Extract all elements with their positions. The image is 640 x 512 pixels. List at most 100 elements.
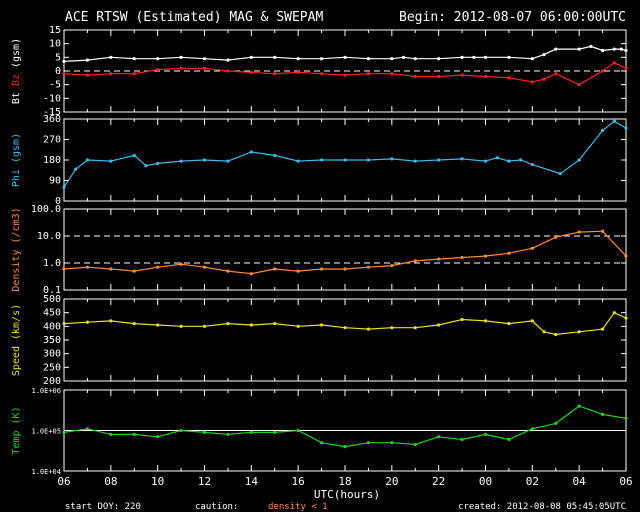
data-point [390,326,394,330]
data-point [624,66,628,70]
data-point [226,322,230,326]
data-point [226,432,230,437]
data-point [542,53,546,57]
data-point [612,311,616,315]
data-point [413,259,417,263]
data-point [85,58,90,62]
data-point [132,153,136,158]
data-point [273,72,277,76]
data-point [226,58,230,62]
data-point [460,55,464,59]
series-trace [63,230,627,275]
data-point [413,326,417,330]
x-axis: 06 08 10 12 14 16 18 20 22 00 02 04 06 [57,475,632,488]
data-point [366,327,371,331]
data-point [530,246,534,250]
data-point [577,83,581,87]
data-point [624,316,628,320]
data-point [202,66,207,70]
data-point [624,126,628,130]
data-point [600,48,605,53]
data-point [612,47,616,51]
data-point [62,267,66,271]
series-trace [63,405,627,448]
data-point [343,267,347,271]
data-point [179,66,183,70]
series-trace [63,311,627,336]
x-tick-label: 16 [292,475,305,488]
data-point [74,167,78,171]
data-point [156,435,160,439]
data-point [554,235,558,239]
x-tick-label: 14 [245,475,259,488]
data-point [62,185,66,189]
y-tick-label: 400 [43,321,61,332]
data-point [273,55,277,59]
data-point [62,430,66,434]
data-point [343,73,347,77]
data-point [179,324,183,328]
data-point [85,265,90,269]
data-point [483,319,488,323]
data-point [507,251,511,255]
data-point [273,267,277,271]
data-point [249,55,253,59]
y-tick-label: 1.0 [43,258,61,269]
data-point [366,72,371,76]
data-point [413,442,417,447]
data-point [530,427,534,431]
data-point [319,158,324,162]
panel-temp: 1.0E+06 1.0E+05 1.0E+04 Temp (K) [11,387,628,476]
data-point [437,435,441,439]
data-point [437,158,441,162]
data-point [319,57,324,61]
y-tick-label: 360 [43,114,61,125]
y-axis-label-speed: Speed (km/s) [11,304,22,376]
data-point [366,441,371,445]
data-point [624,416,628,420]
series-Density [62,229,628,276]
data-point [156,323,160,327]
data-point [554,72,558,76]
data-point [600,412,605,416]
data-point [343,445,347,449]
data-point [600,69,605,73]
y-tick-label: 0 [55,66,61,77]
data-point [390,72,394,76]
panel-phi: 360 270 180 90 0 Phi (gsm) [11,114,628,207]
data-point [577,230,581,234]
data-point [390,441,394,445]
y-tick-label: -15 [43,107,61,118]
data-point [413,159,417,163]
y-axis-label-density: Density (/cm3) [11,207,22,291]
y-tick-label: -5 [49,80,61,91]
series-Bt [62,44,628,64]
data-point [612,119,616,123]
data-point [577,404,581,408]
data-point [85,158,90,162]
data-point [390,157,394,161]
x-tick-label: 02 [526,475,539,488]
chart-title: ACE RTSW (Estimated) MAG & SWEPAM [65,10,323,25]
begin-time: Begin: 2012-08-07 06:00:00UTC [399,10,626,25]
x-tick-label: 06 [57,475,70,488]
y-tick-label: 1.0E+04 [31,468,61,476]
y-tick-label: 500 [43,294,61,305]
data-point [401,55,406,59]
data-point [85,427,90,431]
panel-frame [63,298,627,382]
data-point [413,57,417,61]
y-tick-label: 250 [43,362,61,373]
series-Temp [62,404,628,449]
data-point [273,430,277,434]
y-axis-label-temp: Temp (K) [11,406,22,454]
x-tick-label: 18 [338,475,351,488]
data-point [319,72,324,76]
data-point [530,319,534,323]
data-point [296,70,300,74]
data-point [460,73,464,77]
data-point [226,69,230,73]
data-point [554,47,558,51]
data-point [483,254,488,258]
caution-label: caution: [195,502,238,512]
